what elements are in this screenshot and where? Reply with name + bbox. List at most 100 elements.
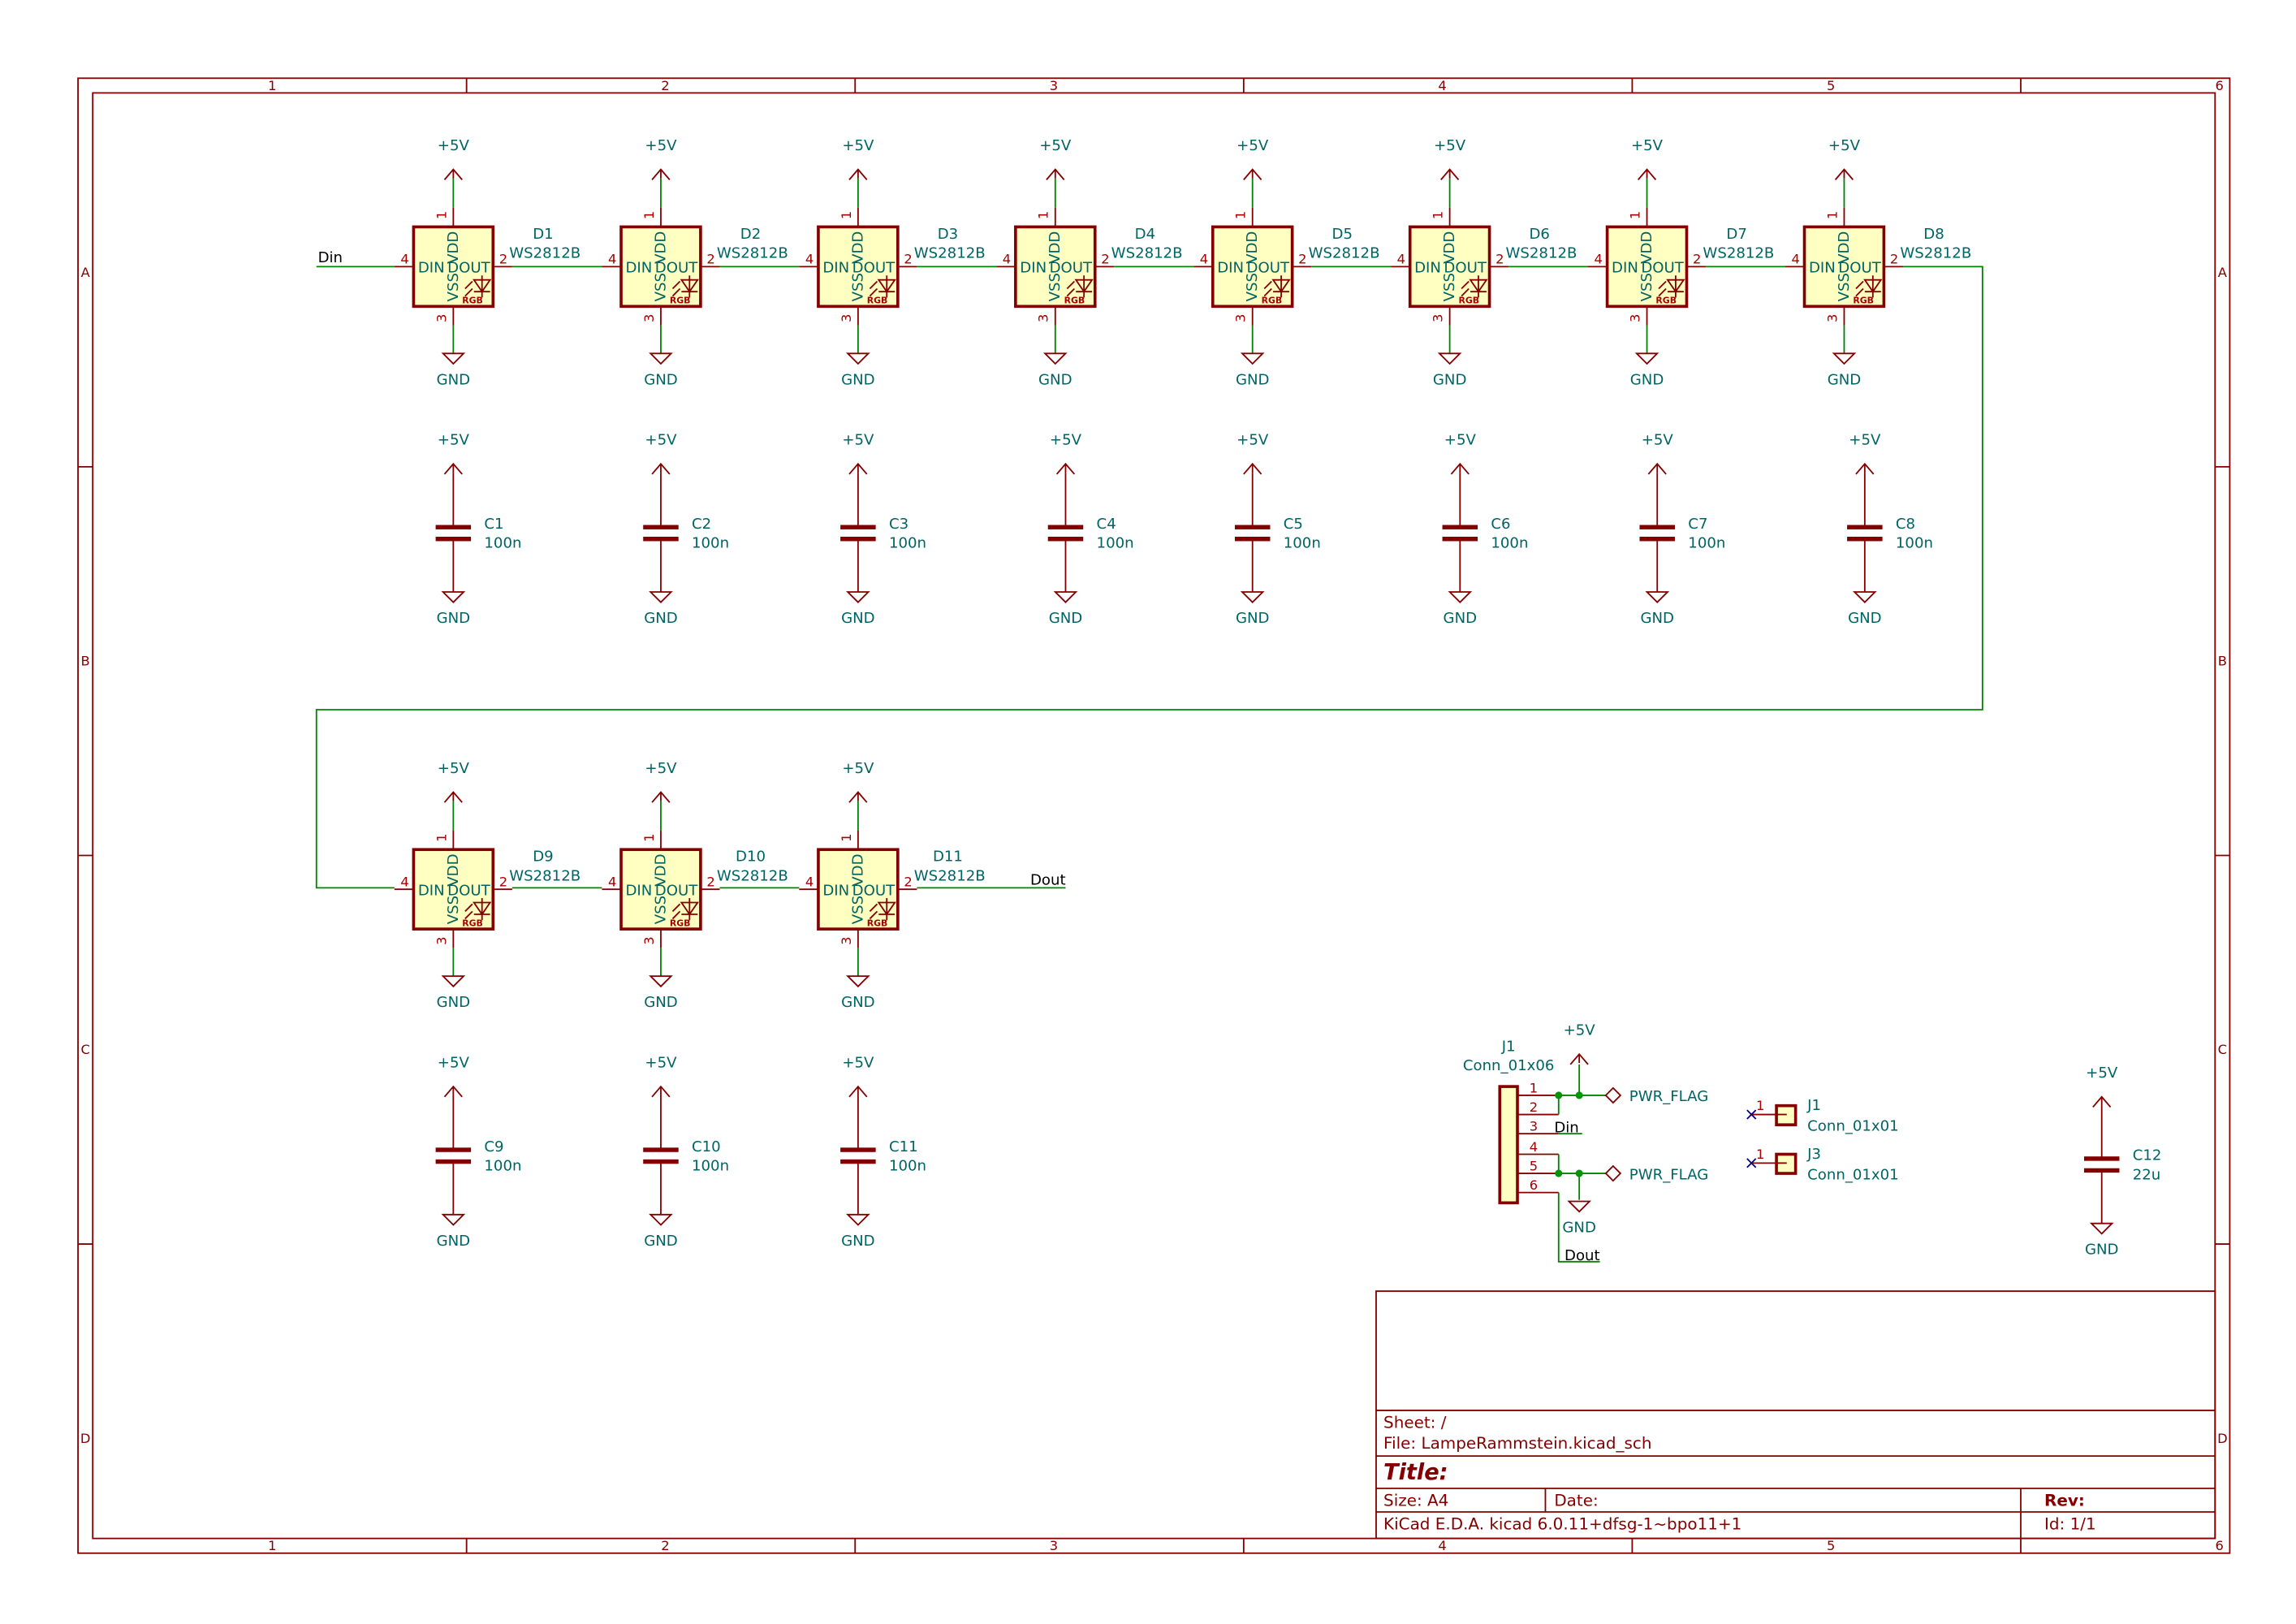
pin-name-vdd: VDD bbox=[1441, 231, 1458, 264]
vcc-arrow-icon bbox=[1450, 462, 1470, 475]
light-arrow-icon bbox=[869, 903, 878, 913]
light-arrow-icon bbox=[671, 910, 681, 920]
led-ref: D8 bbox=[1923, 226, 1944, 243]
vcc-label: +5V bbox=[1236, 137, 1269, 154]
cap-plate bbox=[1847, 537, 1883, 542]
rgb-label: RGB bbox=[1655, 296, 1677, 306]
vcc-label: +5V bbox=[1631, 137, 1664, 154]
led-body bbox=[412, 848, 495, 931]
led-ref: D6 bbox=[1529, 226, 1549, 243]
pwr-flag-icon bbox=[1604, 1164, 1622, 1182]
ground-icon bbox=[845, 1213, 870, 1226]
cap-plate bbox=[1442, 525, 1478, 529]
pin-name-vss: VSS bbox=[445, 896, 462, 924]
pin-name-din: DIN bbox=[418, 260, 445, 277]
connector-value: Conn_01x01 bbox=[1807, 1117, 1899, 1134]
column-label: 5 bbox=[1827, 1538, 1835, 1553]
cap-plate bbox=[1234, 525, 1271, 529]
pin-name-dout: DOUT bbox=[1444, 260, 1487, 277]
vcc-arrow-icon bbox=[651, 168, 671, 180]
gnd-label: GND bbox=[841, 994, 875, 1011]
pin-number: 3 bbox=[641, 936, 657, 944]
led-body bbox=[619, 848, 702, 931]
vcc-label: +5V bbox=[438, 1055, 470, 1072]
pin-number: 3 bbox=[434, 314, 449, 322]
vcc-label: +5V bbox=[645, 1055, 677, 1072]
ground-icon bbox=[1645, 591, 1670, 603]
capacitor-c10: +5V GND C10 100n bbox=[643, 1055, 729, 1250]
pin-number: 4 bbox=[1530, 1139, 1538, 1155]
gnd-label: GND bbox=[1640, 610, 1674, 627]
pin-number: 4 bbox=[805, 252, 814, 267]
led-ref: D4 bbox=[1135, 226, 1155, 243]
pin-number: 4 bbox=[1003, 252, 1011, 267]
led-body bbox=[817, 225, 900, 309]
cap-ref: C8 bbox=[1896, 516, 1915, 533]
pin-name-dout: DOUT bbox=[1050, 260, 1093, 277]
led-ref: D11 bbox=[933, 849, 963, 866]
cap-plate bbox=[840, 1159, 876, 1164]
pin-name-dout: DOUT bbox=[447, 882, 490, 899]
cap-value: 100n bbox=[1097, 535, 1134, 552]
pin-name-vdd: VDD bbox=[1244, 231, 1261, 264]
pin-number: 1 bbox=[1036, 211, 1051, 219]
light-arrow-icon bbox=[1855, 287, 1864, 297]
light-arrow-icon bbox=[671, 903, 681, 913]
capacitor-c9: +5V GND C9 100n bbox=[435, 1055, 521, 1250]
light-arrow-icon bbox=[1066, 280, 1075, 290]
led-value: WS2812B bbox=[509, 867, 580, 884]
gnd-label: GND bbox=[644, 994, 678, 1011]
column-label: 1 bbox=[268, 78, 276, 93]
junction-dot bbox=[1575, 1091, 1583, 1099]
led-ref: D5 bbox=[1332, 226, 1353, 243]
light-arrow-icon bbox=[671, 287, 681, 297]
pin-number: 1 bbox=[1756, 1147, 1764, 1162]
capacitor-c12: +5V GND C12 22u bbox=[2083, 1065, 2161, 1259]
gnd-label: GND bbox=[437, 371, 471, 388]
vcc-arrow-icon bbox=[1046, 168, 1065, 180]
cap-ref: C9 bbox=[484, 1138, 503, 1155]
led-value: WS2812B bbox=[1900, 244, 1971, 261]
vcc-label: +5V bbox=[842, 137, 874, 154]
light-arrow-icon bbox=[464, 280, 473, 290]
pin-name-dout: DOUT bbox=[1838, 260, 1881, 277]
cap-value: 100n bbox=[1284, 535, 1321, 552]
outer-border bbox=[77, 77, 2231, 1554]
column-label: 2 bbox=[661, 78, 669, 93]
connector-j3: 1 J3 Conn_01x01 bbox=[1746, 1146, 1899, 1183]
gnd-label: GND bbox=[841, 371, 875, 388]
led-value: WS2812B bbox=[1111, 244, 1183, 261]
vcc-arrow-icon bbox=[443, 462, 463, 475]
connector-ref: J1 bbox=[1806, 1097, 1821, 1114]
connector-body bbox=[1498, 1085, 1519, 1205]
cap-value: 100n bbox=[484, 1157, 521, 1174]
vcc-label: +5V bbox=[645, 137, 677, 154]
pin-name-din: DIN bbox=[418, 882, 445, 899]
gnd-label: GND bbox=[1848, 610, 1882, 627]
rgb-label: RGB bbox=[670, 918, 691, 928]
pin-number: 4 bbox=[1397, 252, 1405, 267]
ground-icon bbox=[441, 591, 466, 603]
pin-name-vss: VSS bbox=[1836, 273, 1853, 301]
light-arrow-icon bbox=[869, 287, 878, 297]
pin-name-vdd: VDD bbox=[652, 231, 669, 264]
cap-value: 100n bbox=[692, 535, 729, 552]
vcc-label: +5V bbox=[438, 432, 470, 449]
row-label: B bbox=[81, 654, 90, 669]
pin-number: 4 bbox=[400, 252, 408, 267]
pin-number: 2 bbox=[1495, 252, 1504, 267]
gnd-label: GND bbox=[1236, 610, 1270, 627]
net-label-din: Din bbox=[1554, 1119, 1578, 1136]
inner-border bbox=[92, 92, 2216, 1540]
connector-value: Conn_01x01 bbox=[1807, 1166, 1899, 1183]
capacitor-c1: +5V GND C1 100n bbox=[435, 432, 521, 627]
pin-name-dout: DOUT bbox=[1247, 260, 1290, 277]
led-value: WS2812B bbox=[509, 244, 580, 261]
gnd-label: GND bbox=[1049, 610, 1083, 627]
pin-name-vss: VSS bbox=[849, 896, 866, 924]
